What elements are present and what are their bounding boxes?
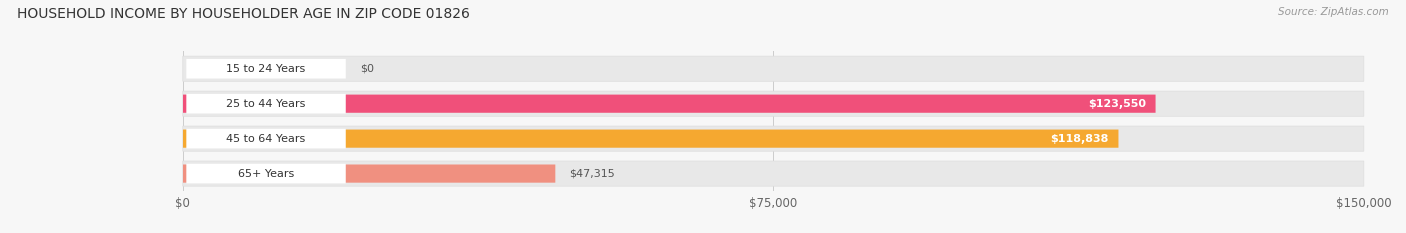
FancyBboxPatch shape [187, 59, 346, 79]
Text: $123,550: $123,550 [1088, 99, 1146, 109]
FancyBboxPatch shape [183, 130, 1118, 148]
Text: 15 to 24 Years: 15 to 24 Years [226, 64, 305, 74]
FancyBboxPatch shape [187, 94, 346, 113]
FancyBboxPatch shape [187, 129, 346, 148]
FancyBboxPatch shape [183, 91, 1364, 116]
FancyBboxPatch shape [187, 164, 346, 183]
FancyBboxPatch shape [183, 126, 1364, 151]
Text: Source: ZipAtlas.com: Source: ZipAtlas.com [1278, 7, 1389, 17]
FancyBboxPatch shape [183, 161, 1364, 186]
Text: 45 to 64 Years: 45 to 64 Years [226, 134, 305, 144]
Text: 65+ Years: 65+ Years [238, 169, 294, 178]
Text: 25 to 44 Years: 25 to 44 Years [226, 99, 305, 109]
Text: HOUSEHOLD INCOME BY HOUSEHOLDER AGE IN ZIP CODE 01826: HOUSEHOLD INCOME BY HOUSEHOLDER AGE IN Z… [17, 7, 470, 21]
Text: $47,315: $47,315 [569, 169, 616, 178]
Text: $0: $0 [360, 64, 374, 74]
Text: $118,838: $118,838 [1050, 134, 1109, 144]
FancyBboxPatch shape [183, 164, 555, 183]
FancyBboxPatch shape [183, 56, 1364, 81]
FancyBboxPatch shape [183, 95, 1156, 113]
